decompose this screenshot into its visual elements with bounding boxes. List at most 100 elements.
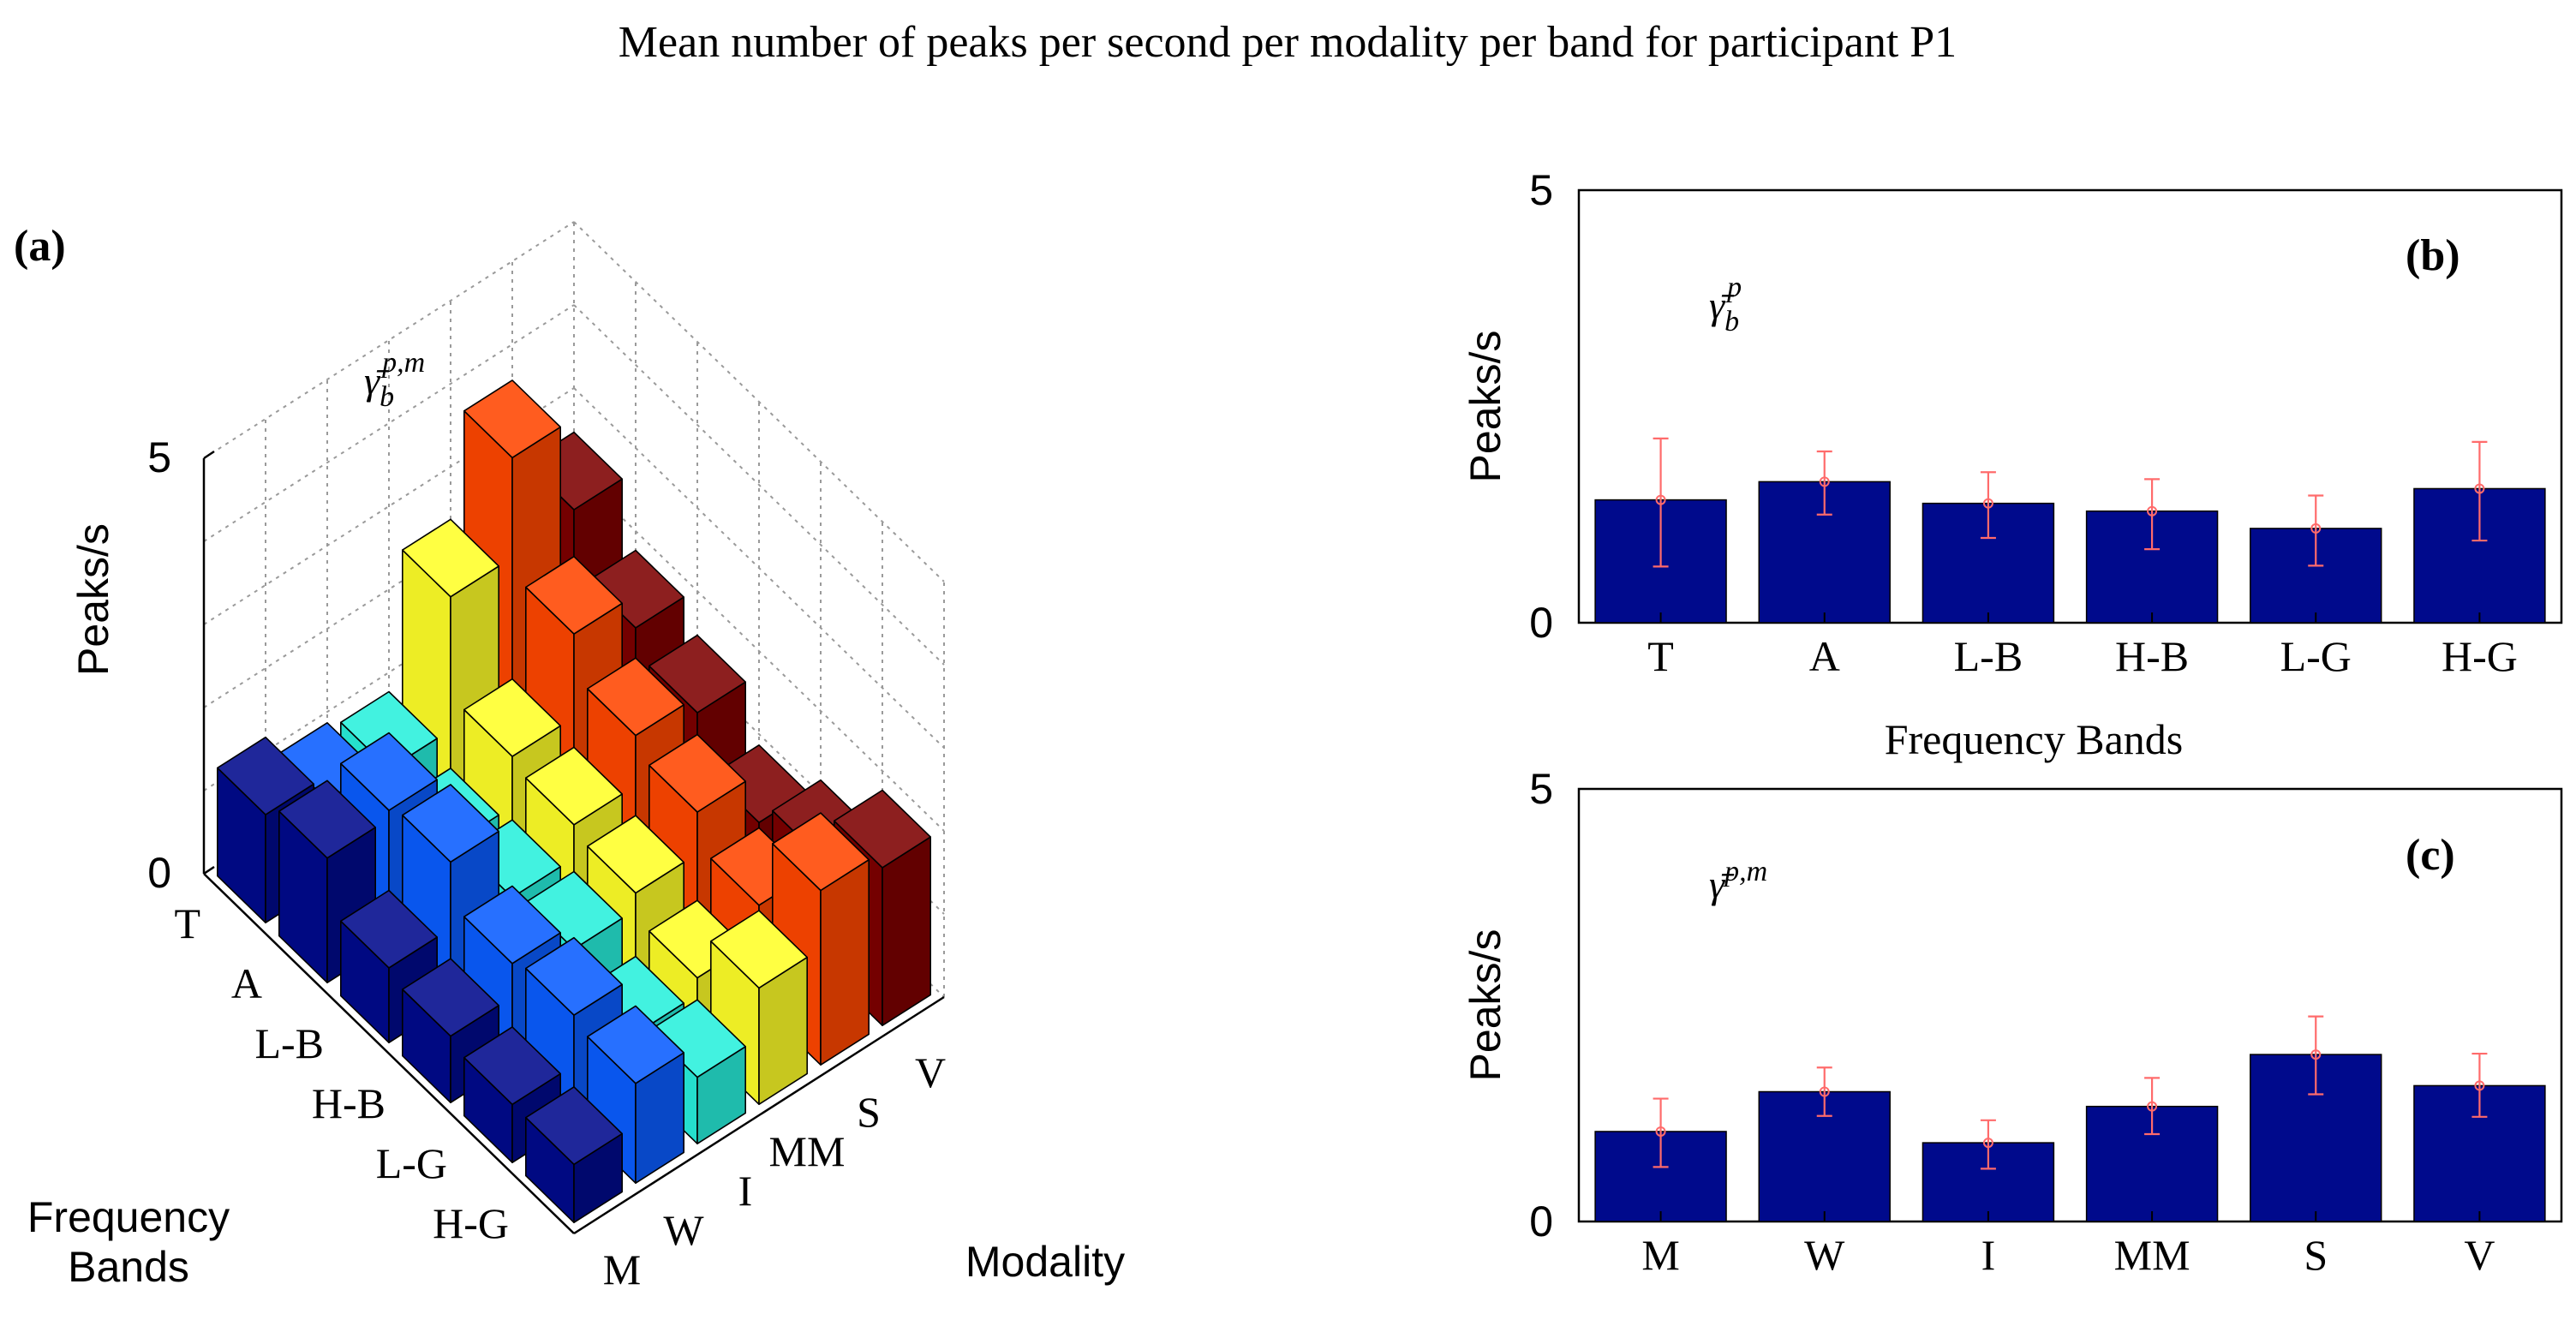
x-tick-label: L-B (1954, 632, 2023, 680)
panel-a-letter: (a) (14, 222, 66, 271)
x-tick-label: H-B (2115, 632, 2189, 680)
bar-top-face (648, 733, 747, 813)
x-axis-label: Frequency Bands (27, 1193, 230, 1291)
error-mean-marker (1982, 498, 1993, 509)
panel-a-annotation: γ̄bp,m (364, 347, 425, 413)
x-axis-label-line: Frequency (27, 1193, 230, 1241)
y-tick-label: 5 (1529, 765, 1553, 813)
x-axis-line (203, 873, 575, 1234)
bar-top-face (401, 518, 500, 598)
x-tick-label: T (1647, 632, 1674, 680)
bar-top-face (401, 784, 500, 863)
bar-top-face (833, 789, 931, 869)
y-tick (203, 450, 215, 460)
x-tick-label: S (2304, 1231, 2328, 1279)
grid-line (573, 304, 945, 666)
modality-tick-label: S (857, 1088, 881, 1136)
error-mean-marker (1982, 1138, 1993, 1149)
bar-top-face (463, 379, 562, 459)
modality-tick-label: I (738, 1167, 753, 1215)
x-tick-label: I (1981, 1231, 1996, 1279)
band-tick-label: A (231, 959, 262, 1007)
modality-tick-label: MM (769, 1127, 846, 1175)
bar-top-face (463, 885, 562, 965)
error-mean-marker (2147, 1101, 2158, 1112)
modality-tick-label: V (915, 1048, 946, 1096)
y-tick-label: 0 (1529, 1198, 1553, 1245)
figure-title: Mean number of peaks per second per moda… (619, 18, 1957, 67)
bar-top-face (339, 889, 439, 969)
bar-top-face (401, 958, 500, 1037)
y-axis-label: Peaks/s (1461, 331, 1509, 483)
panel-b-bar-chart: 0 5 T A L-B H-B L-G H-G Peaks/s Frequency Bands (b… (1461, 166, 2563, 763)
annotation-superscript: p,m (1723, 856, 1767, 887)
x-tick-label: H-G (2442, 632, 2518, 680)
error-mean-marker (1819, 476, 1830, 487)
x-axis-label-line: Bands (68, 1243, 189, 1291)
panel-c-bar-chart: 0 5 M W I MM S V Peaks/s (c) γ̄p,m (1461, 765, 2563, 1279)
x-axis-label: Frequency Bands (1885, 715, 2184, 763)
error-mean-marker (2310, 1049, 2322, 1060)
y-tick-label: 5 (1529, 166, 1553, 214)
y-tick-label: 5 (147, 433, 171, 481)
band-tick-label: H-G (433, 1199, 509, 1247)
error-mean-marker (1819, 1086, 1830, 1097)
bar-top-face (648, 634, 747, 714)
bar-top-face (524, 555, 624, 635)
bar-top-face (339, 732, 439, 811)
y-tick (203, 865, 215, 875)
bar-side-face (820, 858, 870, 1066)
bar-top-face (586, 815, 685, 894)
x-tick-label: MM (2114, 1231, 2190, 1279)
annotation-superscript: p,m (380, 347, 425, 379)
panel-annotation: γ̄bp (1709, 272, 1742, 337)
bar-M-A (278, 779, 377, 983)
band-tick-label: T (174, 899, 200, 947)
plot-frame (1577, 188, 2563, 624)
error-mean-marker (2310, 523, 2322, 534)
bar-top-face (524, 746, 624, 826)
bar-top-face (217, 736, 315, 815)
bar-top-face (463, 1026, 562, 1106)
x-tick-label: V (2464, 1231, 2495, 1279)
modality-tick-label: W (663, 1206, 704, 1254)
error-mean-marker (2147, 505, 2158, 517)
annotation-subscript: b (380, 381, 394, 413)
y-axis-label: Peaks/s (69, 523, 117, 676)
bar-side-face (882, 836, 931, 1026)
plot-frame (1577, 787, 2563, 1223)
annotation-superscript: p (1725, 272, 1742, 303)
bar-top-face (524, 1086, 624, 1166)
bar-M-H-G (524, 1086, 624, 1223)
bar-MM-H-G (709, 910, 809, 1105)
bar-top-face (278, 779, 377, 859)
panel-letter: (c) (2406, 831, 2455, 880)
x-tick-label: L-G (2280, 632, 2352, 680)
bar-top-face (709, 910, 809, 989)
bar-top-face (586, 657, 685, 737)
modality-tick-label: M (603, 1245, 641, 1293)
panel-annotation: γ̄p,m (1709, 856, 1767, 906)
bar-top-face (463, 678, 562, 757)
band-tick-label: L-B (254, 1019, 324, 1067)
bar-top-face (771, 812, 870, 892)
y-axis-label: Peaks/s (1461, 929, 1509, 1082)
error-mean-marker (1655, 1126, 1666, 1137)
z-axis-line (573, 995, 945, 1235)
bar-top-face (524, 936, 624, 1016)
annotation-subscript: b (1724, 306, 1739, 337)
panel-a-bars (217, 379, 931, 1223)
bar-top-face (586, 1005, 685, 1084)
y-tick-label: 0 (1529, 599, 1553, 647)
error-mean-marker (1655, 494, 1666, 505)
x-tick-label: A (1809, 632, 1840, 680)
y-tick-label: 0 (147, 849, 171, 897)
error-mean-marker (2474, 483, 2485, 494)
x-tick-label: M (1641, 1231, 1679, 1279)
z-axis-label: Modality (965, 1238, 1125, 1286)
bar (2085, 510, 2219, 624)
x-tick-label: W (1804, 1231, 1845, 1279)
